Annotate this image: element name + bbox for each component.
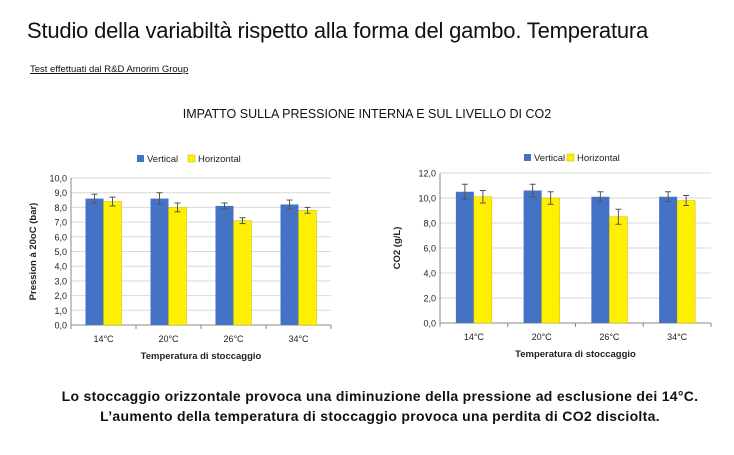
bar-horizontal bbox=[233, 220, 252, 326]
legend-swatch-horizontal bbox=[187, 154, 196, 163]
conclusion-co2: L’aumento della temperatura di stoccaggi… bbox=[100, 408, 660, 424]
bar-horizontal bbox=[609, 216, 628, 324]
y-tick-label: 4,0 bbox=[54, 262, 67, 272]
bar-horizontal bbox=[541, 197, 560, 324]
bar-vertical bbox=[523, 190, 542, 323]
y-tick-label: 9,0 bbox=[54, 188, 67, 198]
bar-horizontal bbox=[473, 196, 493, 324]
x-tick-label: 34°C bbox=[667, 332, 688, 342]
x-axis-title: Temperatura di stoccaggio bbox=[141, 351, 262, 362]
legend-swatch-vertical bbox=[524, 154, 531, 161]
conclusion-pressure: Lo stoccaggio orizzontale provoca una di… bbox=[61, 388, 699, 404]
x-tick-label: 26°C bbox=[599, 332, 620, 342]
legend-swatch-horizontal bbox=[566, 153, 575, 162]
bar-vertical bbox=[85, 198, 104, 325]
x-axis-title: Temperatura di stoccaggio bbox=[515, 349, 636, 360]
x-tick-label: 26°C bbox=[223, 334, 244, 344]
legend-swatch-vertical bbox=[137, 155, 144, 162]
y-tick-label: 4,0 bbox=[423, 269, 436, 279]
x-tick-label: 20°C bbox=[532, 332, 553, 342]
bar-vertical bbox=[591, 196, 610, 323]
y-tick-label: 0,0 bbox=[423, 319, 436, 329]
bar-horizontal bbox=[168, 207, 187, 326]
y-tick-label: 1,0 bbox=[54, 306, 67, 316]
y-tick-label: 2,0 bbox=[54, 291, 67, 301]
bar-horizontal bbox=[298, 210, 317, 326]
bar-vertical bbox=[150, 198, 169, 325]
y-axis-title: Pression à 20oC (bar) bbox=[28, 203, 39, 301]
y-tick-label: 3,0 bbox=[54, 276, 67, 286]
y-axis-title: CO2 (g/L) bbox=[392, 227, 403, 270]
bar-horizontal bbox=[676, 200, 696, 324]
source-link[interactable]: Test effettuati dal R&D Amorim Group bbox=[30, 64, 189, 75]
y-tick-label: 6,0 bbox=[54, 232, 67, 242]
x-tick-label: 20°C bbox=[158, 334, 179, 344]
x-tick-label: 14°C bbox=[464, 332, 485, 342]
bar-vertical bbox=[455, 191, 474, 323]
x-tick-label: 14°C bbox=[93, 334, 114, 344]
co2-chart: 0,0 2,0 4,0 6,0 8,0 10,0 12,0 14°C 20°C 26°C 34°C V… bbox=[392, 153, 712, 360]
bar-vertical bbox=[215, 205, 234, 325]
y-tick-label: 10,0 bbox=[418, 194, 436, 204]
y-tick-label: 10,0 bbox=[49, 174, 67, 184]
bar-vertical bbox=[280, 204, 299, 325]
charts-subtitle: IMPATTO SULLA PRESSIONE INTERNA E SUL LI… bbox=[182, 107, 552, 121]
y-tick-label: 7,0 bbox=[54, 218, 67, 228]
legend-label-horizontal: Horizontal bbox=[577, 153, 620, 164]
y-tick-label: 6,0 bbox=[423, 244, 436, 254]
y-tick-label: 12,0 bbox=[418, 169, 436, 179]
pressure-chart: 0,0 1,0 2,0 3,0 4,0 5,0 6,0 7,0 8,0 9,0 10,0 14°C 20… bbox=[28, 154, 332, 362]
bar-horizontal bbox=[103, 201, 122, 326]
bar-vertical bbox=[659, 196, 678, 323]
y-tick-label: 8,0 bbox=[423, 219, 436, 229]
x-tick-label: 34°C bbox=[288, 334, 309, 344]
y-tick-label: 5,0 bbox=[54, 247, 67, 257]
y-tick-label: 0,0 bbox=[54, 321, 67, 331]
legend-label-vertical: Vertical bbox=[147, 154, 178, 165]
page-title: Studio della variabiltà rispetto alla fo… bbox=[27, 18, 649, 43]
legend-label-horizontal: Horizontal bbox=[198, 154, 241, 165]
legend-label-vertical: Vertical bbox=[534, 153, 565, 164]
y-tick-label: 2,0 bbox=[423, 294, 436, 304]
y-tick-label: 8,0 bbox=[54, 203, 67, 213]
